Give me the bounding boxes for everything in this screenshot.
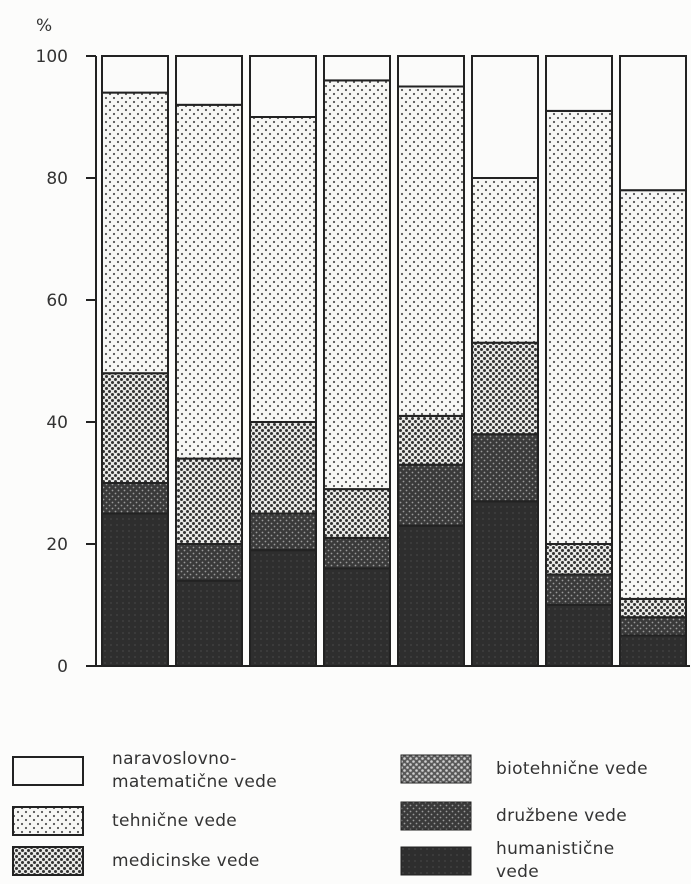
bar-segment-naravoslovne-8 — [619, 55, 687, 192]
legend-swatch-druzbene — [400, 801, 472, 831]
bar-segment-druzbene-8 — [619, 616, 687, 637]
legend-label: humanistične — [496, 839, 615, 859]
bar-segment-druzbene-2 — [175, 543, 243, 582]
bar-segment-naravoslovne-7 — [545, 55, 613, 112]
legend-label: medicinske vede — [112, 850, 260, 871]
bar-segment-humanisticne-1 — [101, 512, 169, 667]
y-tick-label: 80 — [46, 169, 68, 189]
y-tick-label: 0 — [57, 657, 68, 677]
legend-swatch-biotehnicne — [400, 754, 472, 784]
legend-label-line-2: vede — [496, 862, 539, 882]
legend-item-medicinske: medicinske vede — [12, 846, 260, 876]
legend-label: tehnične vede — [112, 810, 238, 831]
y-tick-label: 100 — [36, 47, 68, 67]
legend: naravoslovno- matematične vede tehnične … — [0, 720, 691, 882]
bar-segment-druzbene-1 — [101, 482, 169, 515]
bar-segment-humanisticne-6 — [471, 500, 539, 667]
bar-segment-medicinske-6 — [471, 341, 539, 436]
bar-segment-medicinske-1 — [101, 372, 169, 485]
bar-segment-humanisticne-3 — [249, 549, 317, 667]
bar-segment-medicinske-2 — [175, 457, 243, 546]
bar-segment-tehnicne-5 — [397, 85, 465, 417]
bar-segment-naravoslovne-6 — [471, 55, 539, 179]
legend-swatch-medicinske — [12, 846, 84, 876]
bar-segment-naravoslovne-5 — [397, 55, 465, 88]
legend-label: družbene vede — [496, 805, 628, 826]
bar-segment-humanisticne-2 — [175, 579, 243, 667]
y-axis-unit-label: % — [36, 16, 52, 36]
bar-segment-medicinske-7 — [545, 543, 613, 576]
bar-segment-medicinske-8 — [619, 597, 687, 619]
bar-segment-humanisticne-5 — [397, 524, 465, 668]
bar-segment-humanisticne-8 — [619, 634, 687, 667]
legend-item-biotehnicne: biotehnične vede — [400, 754, 648, 784]
bar-segment-tehnicne-3 — [249, 116, 317, 423]
bar-segment-druzbene-6 — [471, 433, 539, 503]
y-tick-label: 40 — [46, 413, 68, 433]
bar-segment-tehnicne-2 — [175, 103, 243, 460]
bar-segment-humanisticne-7 — [545, 604, 613, 667]
plot-area — [101, 55, 687, 668]
bar-segment-naravoslovne-3 — [249, 55, 317, 118]
bar-segment-tehnicne-7 — [545, 109, 613, 546]
y-tick-label: 60 — [46, 291, 68, 311]
bar-segment-druzbene-7 — [545, 573, 613, 606]
bar-segment-druzbene-5 — [397, 463, 465, 527]
legend-item-tehnicne: tehnične vede — [12, 806, 237, 836]
legend-item-naravoslovne: naravoslovno- matematične vede — [12, 748, 277, 794]
bar-segment-medicinske-3 — [249, 421, 317, 515]
bar-segment-medicinske-4 — [323, 488, 391, 539]
legend-item-humanisticne: humanistične vede — [400, 838, 614, 884]
bar-segment-medicinske-5 — [397, 414, 465, 466]
bar-segment-tehnicne-4 — [323, 79, 391, 491]
bar-segment-naravoslovne-4 — [323, 55, 391, 82]
legend-item-druzbene: družbene vede — [400, 801, 627, 831]
bar-segment-humanisticne-4 — [323, 567, 391, 668]
bar-segment-tehnicne-1 — [101, 91, 169, 375]
legend-swatch-naravoslovne — [12, 756, 84, 786]
bar-segment-naravoslovne-2 — [175, 55, 243, 106]
bar-segment-tehnicne-8 — [619, 189, 687, 600]
bar-segment-tehnicne-6 — [471, 177, 539, 344]
legend-label-line-2: matematične vede — [112, 772, 278, 792]
y-tick-label: 20 — [46, 535, 68, 555]
bar-segment-druzbene-3 — [249, 512, 317, 552]
legend-swatch-humanisticne — [400, 846, 472, 876]
y-axis-ticks: 0 20 40 60 80 100 — [36, 47, 96, 677]
legend-label: biotehnične vede — [496, 758, 648, 779]
stacked-bar-chart: % 0 20 40 60 80 100 — [36, 16, 690, 677]
bar-segment-naravoslovne-1 — [101, 55, 169, 94]
bar-segment-druzbene-4 — [323, 536, 391, 570]
legend-label: naravoslovno- — [112, 749, 237, 769]
legend-swatch-tehnicne — [12, 806, 84, 836]
